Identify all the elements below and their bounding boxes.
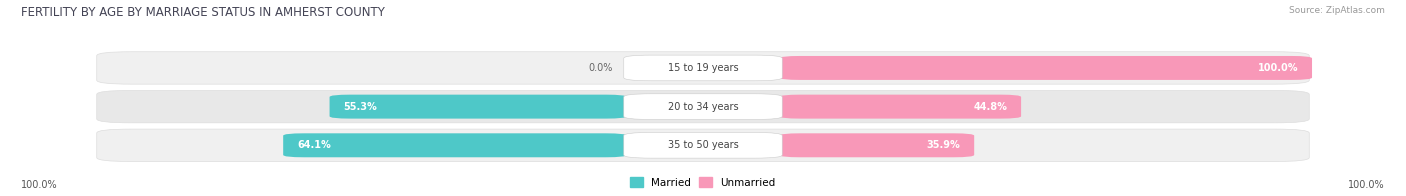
FancyBboxPatch shape [283,133,627,157]
Text: 0.0%: 0.0% [588,63,613,73]
Text: 44.8%: 44.8% [973,102,1007,112]
Text: 100.0%: 100.0% [1348,180,1385,190]
Text: Source: ZipAtlas.com: Source: ZipAtlas.com [1289,6,1385,15]
FancyBboxPatch shape [624,94,782,119]
FancyBboxPatch shape [97,52,1309,84]
Text: 64.1%: 64.1% [297,140,330,150]
FancyBboxPatch shape [624,132,782,158]
Text: 55.3%: 55.3% [343,102,377,112]
FancyBboxPatch shape [329,95,627,119]
FancyBboxPatch shape [779,95,1021,119]
Text: 35 to 50 years: 35 to 50 years [668,140,738,150]
FancyBboxPatch shape [779,133,974,157]
Text: 35.9%: 35.9% [927,140,960,150]
Text: 20 to 34 years: 20 to 34 years [668,102,738,112]
Text: 15 to 19 years: 15 to 19 years [668,63,738,73]
FancyBboxPatch shape [624,55,782,81]
Text: 100.0%: 100.0% [1258,63,1298,73]
Text: 100.0%: 100.0% [21,180,58,190]
FancyBboxPatch shape [97,129,1309,162]
Text: FERTILITY BY AGE BY MARRIAGE STATUS IN AMHERST COUNTY: FERTILITY BY AGE BY MARRIAGE STATUS IN A… [21,6,385,19]
Legend: Married, Unmarried: Married, Unmarried [630,177,776,188]
FancyBboxPatch shape [779,56,1312,80]
FancyBboxPatch shape [97,90,1309,123]
